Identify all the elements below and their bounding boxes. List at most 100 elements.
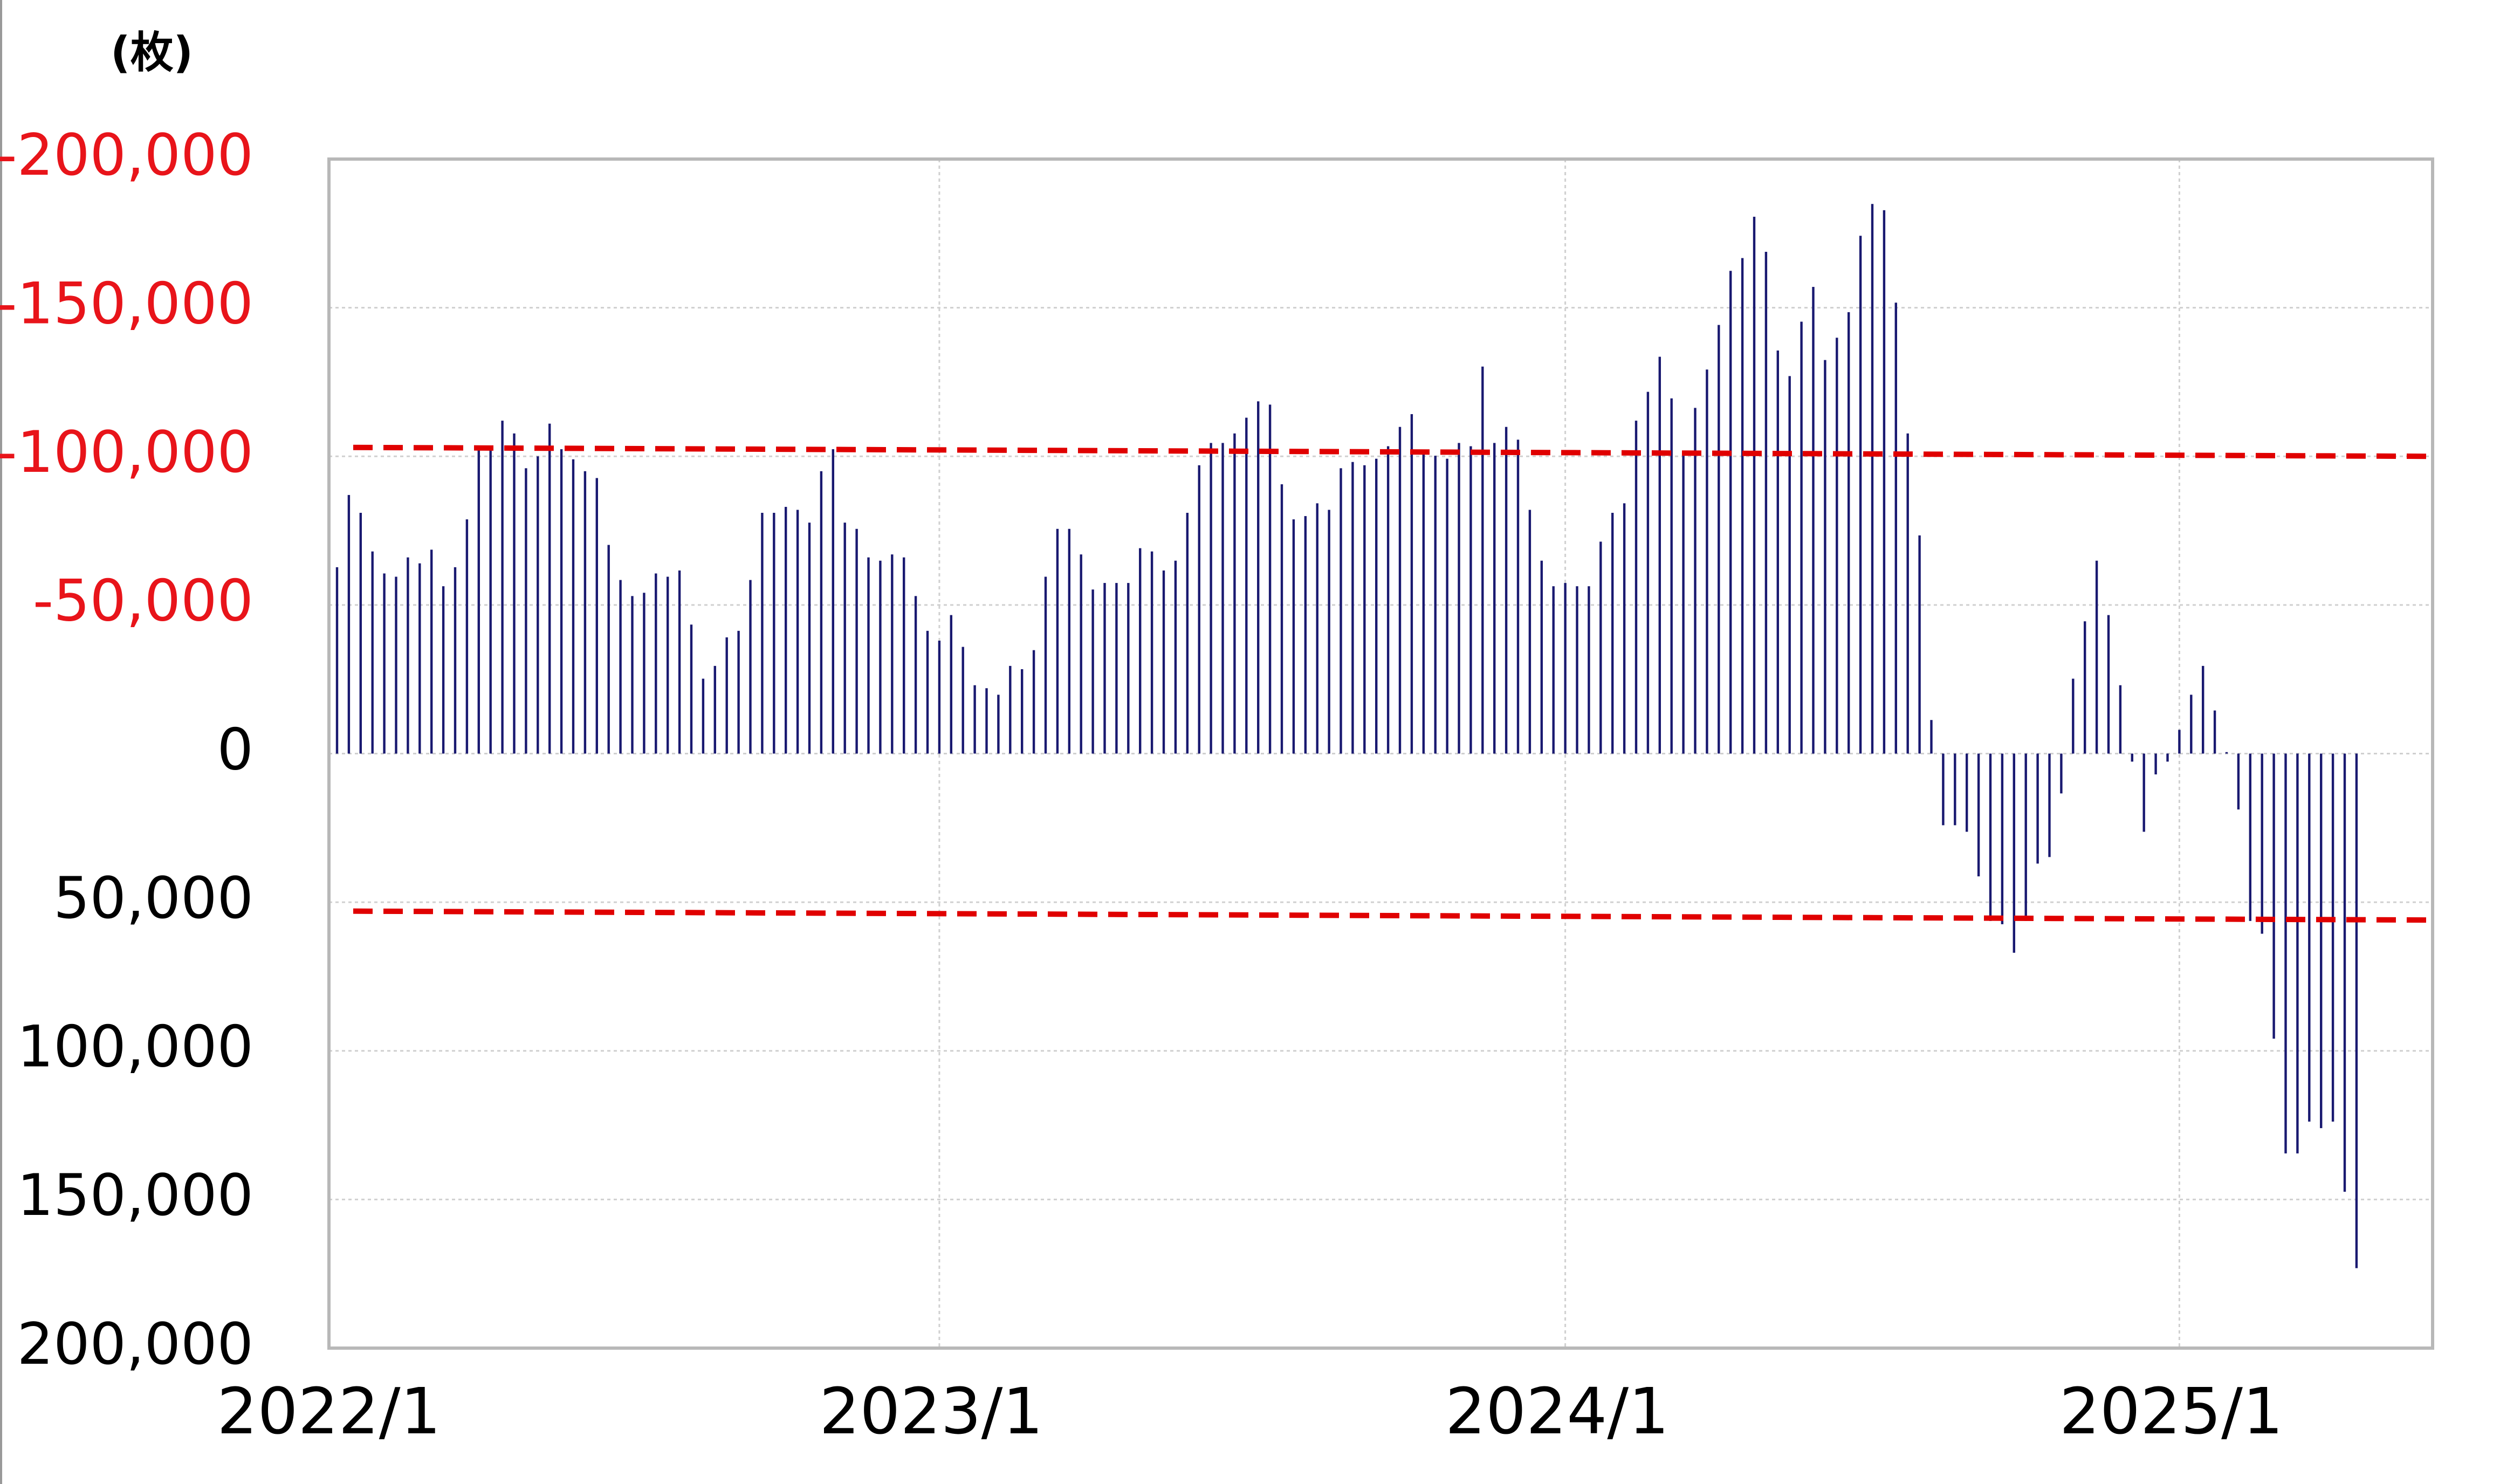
y-tick-label: -150,000 [0,270,253,336]
y-tick-label: 50,000 [53,865,253,931]
bar [667,576,669,754]
bar [1966,753,1968,832]
bar [1623,503,1626,754]
bar [985,688,988,754]
bar [855,528,858,754]
bar [1859,236,1862,754]
bar [1340,468,1342,754]
bar [914,596,917,754]
bar [737,630,740,754]
bar [2001,753,2004,924]
bar [1292,519,1295,754]
bar [2142,753,2145,832]
y-axis-label: (枚) [111,28,193,78]
bar [926,630,929,754]
bar [1706,369,1708,754]
bar [796,510,799,754]
bar [1658,356,1661,754]
bar [1540,560,1543,754]
bar [595,478,598,754]
reference-line [353,444,2433,459]
bar [2048,753,2051,857]
bar [2060,753,2063,794]
bar [903,557,905,754]
bar [1174,560,1177,754]
bar [1718,325,1720,754]
y-tick-label: 150,000 [17,1162,253,1228]
bar [1564,583,1567,754]
bar [2261,753,2263,934]
bar [2320,753,2323,1129]
bar [2107,615,2110,754]
bar [2213,710,2216,754]
bar [1646,391,1650,754]
bar [2343,753,2346,1192]
plot-border [327,157,2434,1350]
bar [347,494,351,754]
bar [1634,421,1638,754]
bar [454,567,457,754]
bar [2119,685,2122,754]
bar [1469,446,1472,754]
bar [1115,583,1118,754]
bar [1599,541,1602,754]
bar [359,512,362,754]
bar [1894,303,1897,754]
y-tick-label: 100,000 [17,1014,253,1080]
bar [442,586,445,754]
bar [383,573,386,754]
bar [2355,753,2358,1268]
bar [1398,427,1402,754]
y-tick-label: 0 [217,716,253,782]
bar [808,523,811,754]
bar [1824,360,1826,754]
bar [2225,752,2228,754]
bar [465,519,469,754]
bar [2202,665,2204,754]
bar [2024,753,2027,921]
bar [785,506,787,754]
x-tick-label: 2024/1 [1445,1374,1669,1448]
y-tick-label: -200,000 [0,122,253,188]
x-tick-label: 2025/1 [2059,1374,2283,1448]
bar [1304,516,1307,754]
y-tick-label: 200,000 [17,1311,253,1377]
bar [2154,753,2157,775]
bar [1056,528,1059,754]
bar [761,512,764,754]
bar [1410,414,1413,754]
bar [1221,443,1224,754]
bar [548,423,551,754]
bar [1776,351,1779,754]
bar [1836,338,1838,754]
bar [572,459,575,754]
bar [1800,321,1803,754]
bar [1588,586,1590,754]
bar [2084,621,2086,754]
bar [1363,465,1366,754]
bar [1753,216,1756,754]
bar [1198,465,1200,754]
bar [1493,443,1496,754]
bar [430,549,433,754]
bar [2095,560,2098,754]
bar [655,573,657,754]
bar [1954,753,1956,826]
bar [1505,427,1508,754]
bar [1375,458,1378,754]
bar [1576,586,1578,754]
bar [1103,583,1106,754]
bar [1552,586,1555,754]
bar [843,523,846,754]
bar [583,471,587,754]
bar [1729,271,1732,754]
bar [973,685,976,754]
bar [2190,695,2193,754]
bar [1186,512,1189,754]
bar [820,471,823,754]
bar [1670,398,1673,754]
bar [607,545,610,754]
bar [773,512,775,754]
bar [560,449,563,754]
bar [1422,452,1425,754]
